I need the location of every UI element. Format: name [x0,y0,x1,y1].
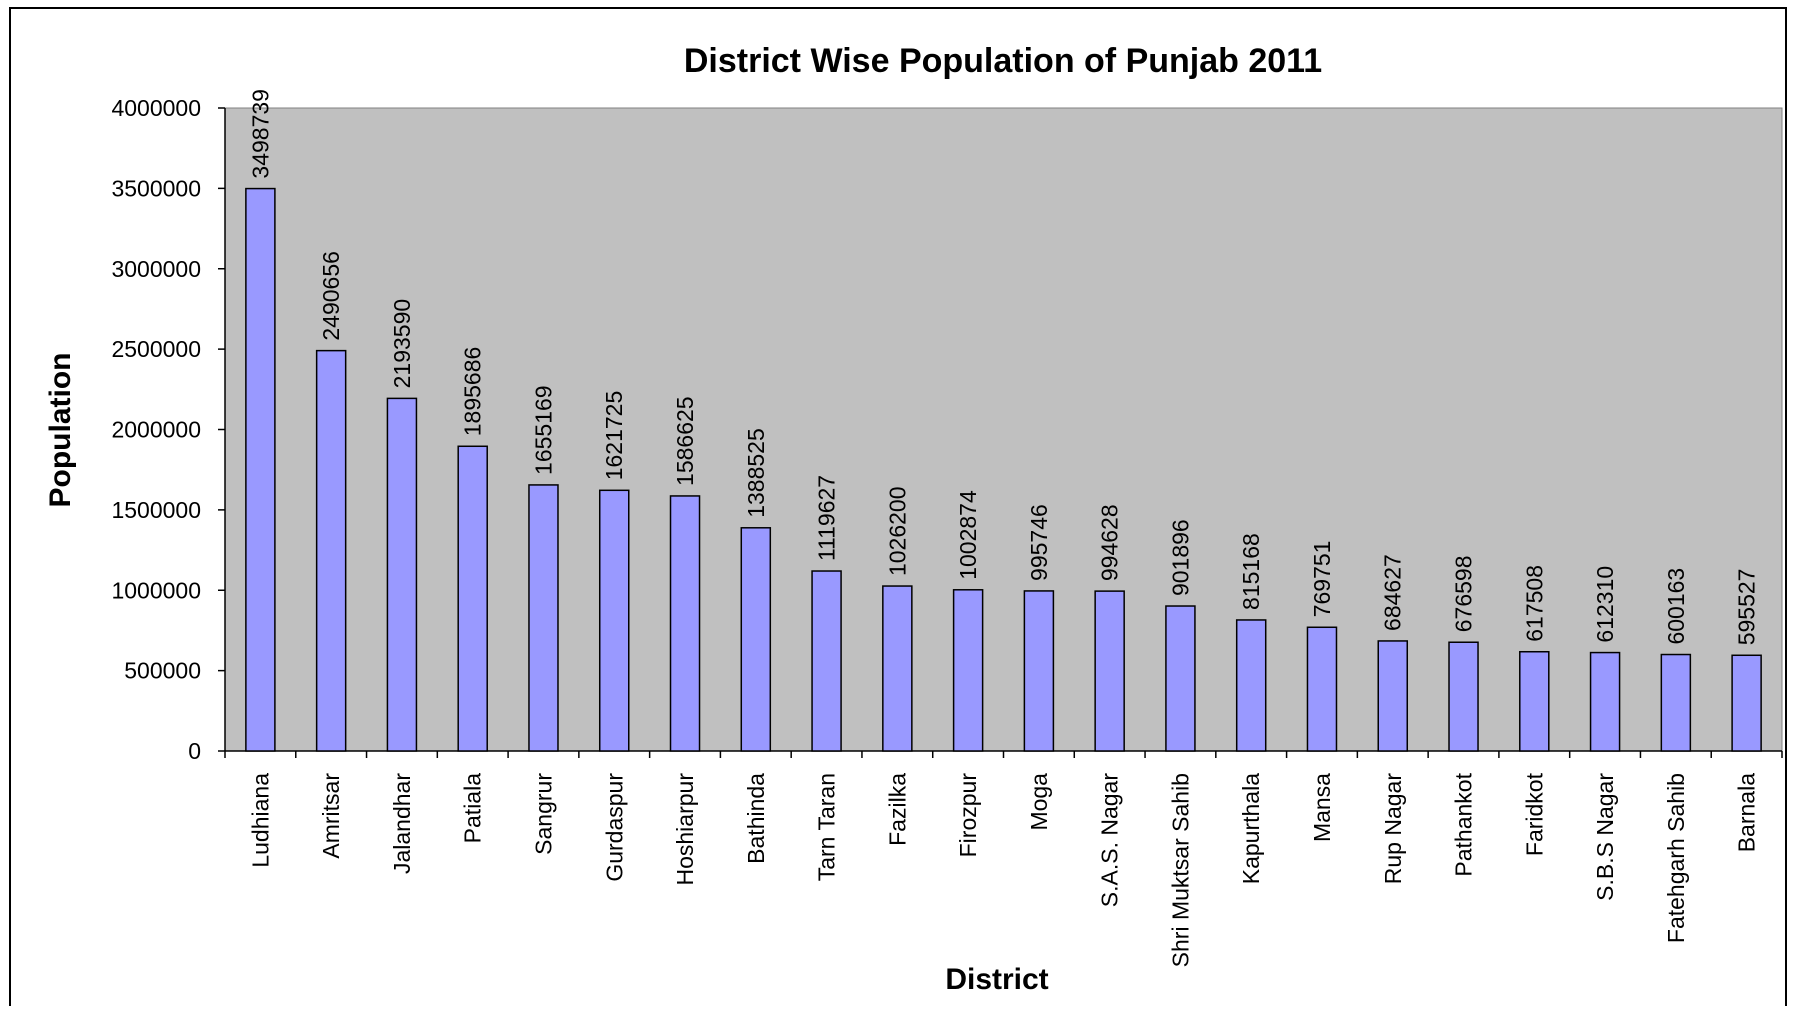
data-label: 1002874 [955,490,981,580]
data-label: 1621725 [601,391,627,481]
y-tick-label: 3500000 [111,175,201,201]
data-label: 1655169 [530,385,556,475]
bar [1165,605,1196,752]
data-label: 901896 [1167,519,1193,596]
bar [1448,641,1479,752]
y-tick-label: 4000000 [111,95,201,121]
x-tick-label: Patiala [460,773,486,844]
chart-title: District Wise Population of Punjab 2011 [684,42,1322,80]
data-label: 1119627 [814,475,840,561]
data-label: 1388525 [743,428,769,518]
x-tick-label: Shri Muktsar Sahib [1167,773,1193,967]
x-tick-label: Gurdaspur [601,773,627,882]
bar [811,570,842,752]
bar [740,527,772,752]
data-label: 676598 [1451,555,1477,632]
data-label: 1895686 [460,347,486,437]
x-tick-label: Sangrur [530,773,556,855]
y-tick-label: 1000000 [111,577,201,603]
data-label: 3498739 [247,89,273,179]
y-tick-label: 0 [188,738,201,764]
bar [1023,590,1055,752]
x-tick-label: Jalandhar [389,773,415,874]
y-tick-label: 500000 [124,658,201,684]
x-tick-label: Ludhiana [247,773,273,868]
data-label: 595527 [1734,569,1760,646]
data-label: 815168 [1238,533,1264,610]
x-tick-label: Hoshiarpur [672,773,698,886]
x-tick-label: Moga [1026,773,1052,831]
x-tick-label: S.B.S Nagar [1592,773,1618,901]
bar [245,187,276,752]
data-label: 1586625 [672,396,698,486]
bar [1235,619,1267,752]
bar [669,495,701,752]
data-label: 684627 [1380,554,1406,631]
bars: 3498739 2490656 2193590 1895686 1655169 16217… [245,89,1762,752]
data-label: 2490656 [318,251,344,341]
bar [952,589,984,752]
bar [882,585,913,752]
x-tick-label: S.A.S. Nagar [1097,773,1123,908]
data-label: 612310 [1592,566,1618,643]
y-tick-label: 2000000 [111,417,201,443]
x-tick-label: Fatehgarh Sahib [1663,773,1689,943]
x-tick-label: Amritsar [318,773,344,859]
x-tick-label: Kapurthala [1238,773,1264,884]
y-tick-label: 2500000 [111,336,201,362]
data-label: 769751 [1309,541,1335,618]
data-label: 2193590 [389,299,415,389]
y-axis: 0 500000 1000000 1500000 2000000 2500000 30000… [111,95,226,764]
bar [1660,653,1692,752]
x-tick-label: Rup Nagar [1380,773,1406,885]
bar [1519,650,1550,752]
bar [1094,590,1125,752]
bar [528,484,559,752]
x-tick-label: Pathankot [1451,772,1477,876]
x-tick-label: Bathinda [743,773,769,864]
x-tick-label: Firozpur [955,773,981,858]
data-label: 600163 [1663,568,1689,645]
data-label: 994628 [1097,504,1123,581]
x-tick-label: Barnala [1734,773,1760,852]
data-label: 1026200 [884,486,910,576]
y-tick-label: 3000000 [111,256,201,282]
x-axis-title: District [945,963,1048,996]
bar [1731,654,1762,752]
bar [598,489,630,752]
data-label: 617508 [1521,565,1547,642]
bar [386,397,418,752]
x-tick-label: Tarn Taran [814,773,840,881]
x-tick-label: Faridkot [1521,772,1547,856]
x-tick-label: Fazilka [884,773,910,846]
y-axis-title: Population [44,353,77,508]
x-tick-label: Mansa [1309,773,1335,842]
bar [457,445,488,752]
bar [1306,626,1338,752]
bar [315,349,347,752]
data-label: 995746 [1026,504,1052,581]
y-tick-label: 1500000 [111,497,201,523]
bar [1589,651,1621,752]
bar [1377,640,1409,752]
